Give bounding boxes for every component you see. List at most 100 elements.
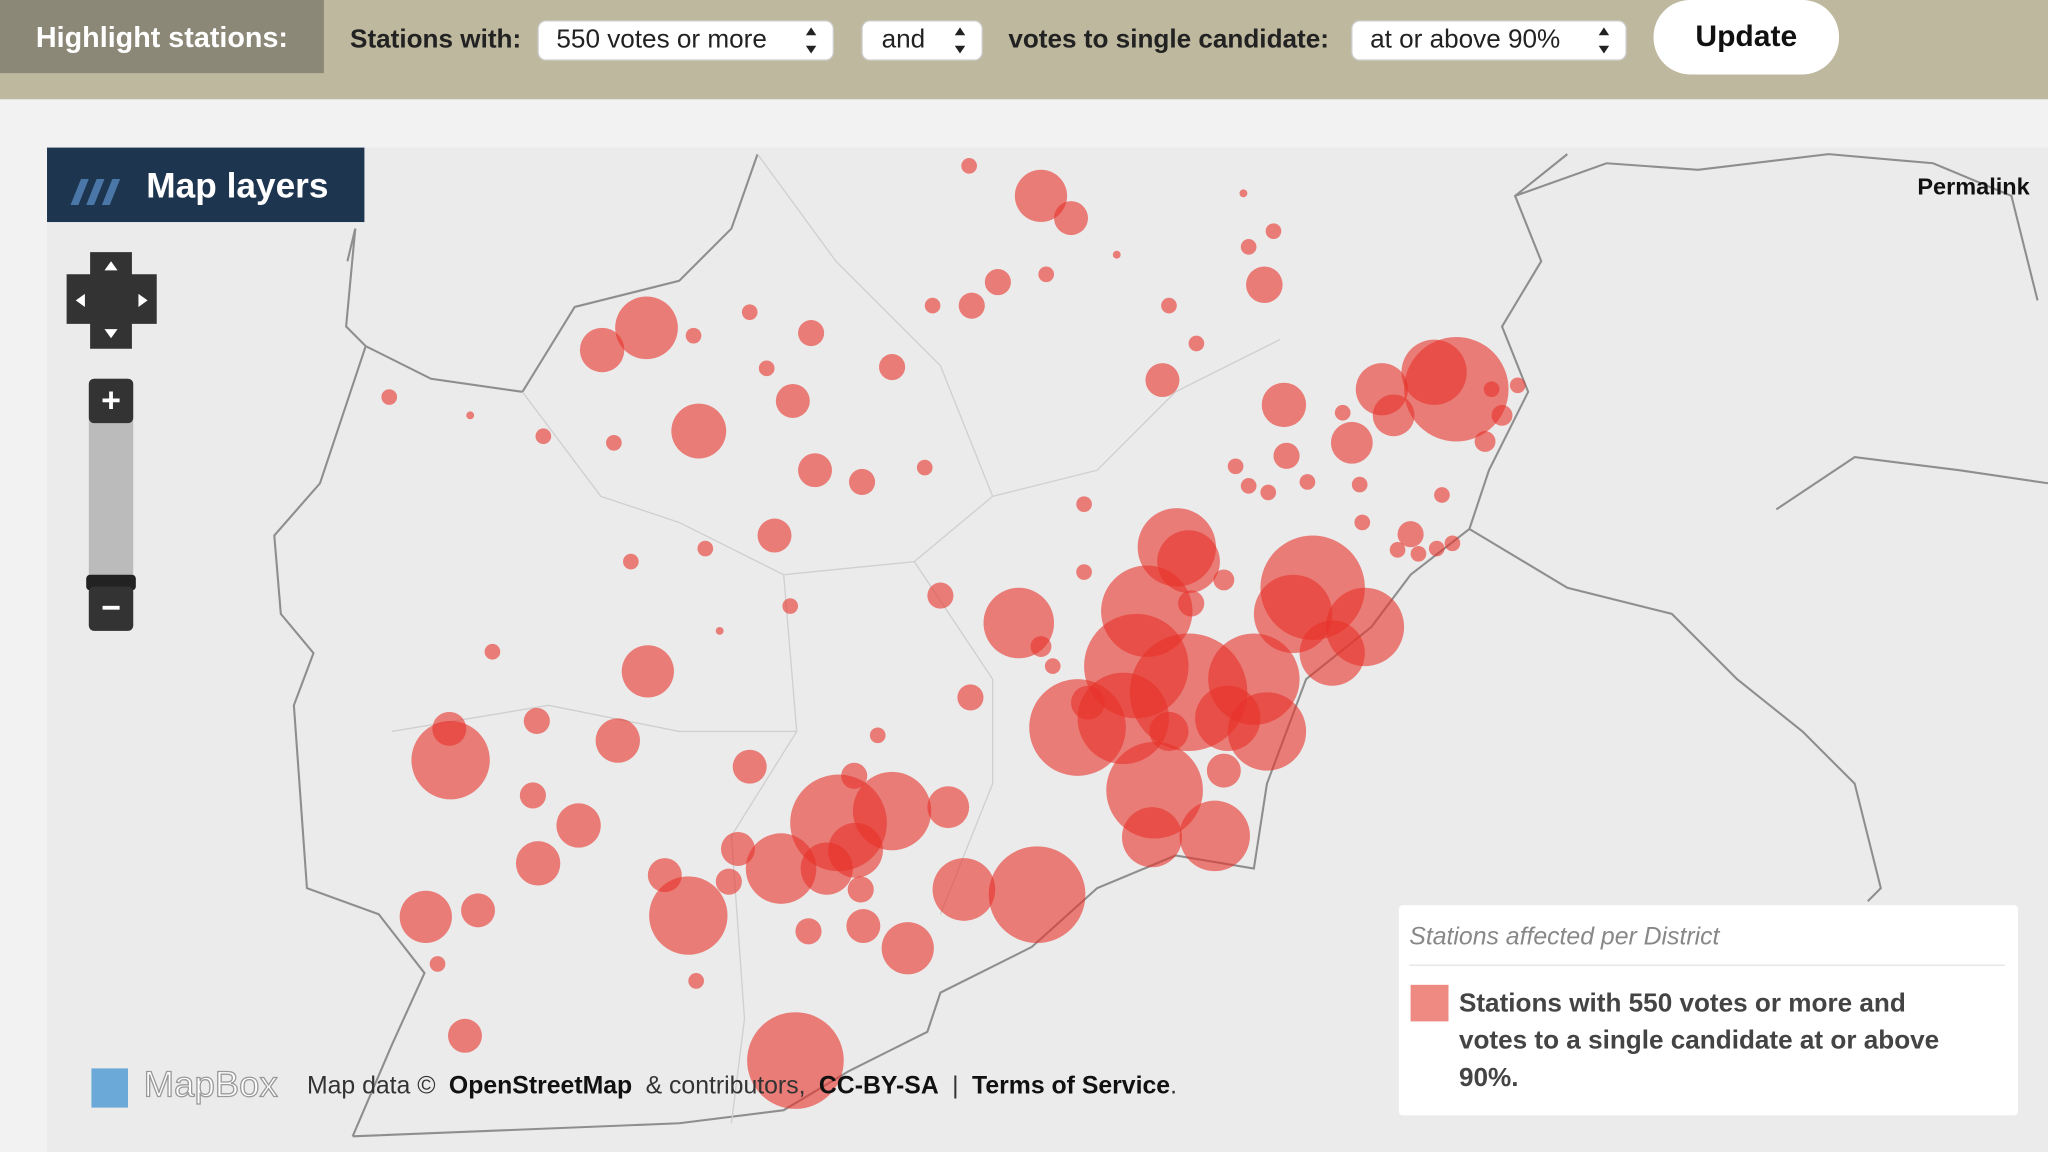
permalink[interactable]: Permalink — [1917, 173, 2030, 199]
station-bubble — [757, 518, 792, 553]
station-bubble — [411, 720, 490, 800]
legend-item-text: Stations with 550 votes or more and — [1459, 987, 1906, 1017]
station-bubble — [846, 909, 881, 944]
zoom-bar[interactable] — [88, 378, 134, 631]
station-bubble — [932, 858, 996, 921]
station-bubble — [606, 434, 622, 451]
pan-control[interactable] — [66, 252, 157, 349]
legend-item-text: 90%. — [1459, 1062, 1519, 1092]
station-bubble — [1044, 658, 1061, 674]
station-bubble — [1330, 421, 1373, 464]
conjunction-select-text[interactable]: and — [882, 23, 926, 53]
station-bubble — [1054, 201, 1088, 236]
station-bubble — [649, 876, 728, 955]
station-bubble — [715, 626, 724, 635]
station-bubble — [466, 411, 475, 420]
zoom-out-text[interactable]: − — [101, 589, 121, 627]
attribution-end: . — [1170, 1072, 1177, 1099]
station-bubble — [1213, 569, 1235, 591]
station-bubble — [1261, 382, 1307, 428]
station-bubble — [1030, 636, 1052, 657]
votes-select[interactable] — [537, 20, 834, 61]
share-select-text[interactable]: at or above 90% — [1370, 23, 1560, 53]
station-bubble — [595, 718, 640, 763]
station-bubble — [879, 353, 906, 381]
select-arrows — [1598, 27, 1610, 54]
station-bubble — [1145, 363, 1180, 398]
station-bubble — [782, 598, 799, 614]
attribution: Map data © OpenStreetMap & contributors,… — [307, 1072, 1177, 1099]
station-bubble — [1240, 239, 1257, 255]
station-bubble — [1509, 377, 1526, 394]
votes-select-text[interactable]: 550 votes or more — [556, 23, 766, 53]
station-bubble — [1474, 431, 1496, 452]
map-layers-text[interactable]: Map layers — [146, 166, 328, 205]
station-bubble — [381, 389, 398, 405]
station-bubble — [775, 384, 810, 418]
station-bubble — [484, 643, 501, 660]
station-bubble — [535, 428, 552, 445]
station-bubble — [1444, 535, 1461, 552]
attribution-prefix: Map data © — [307, 1072, 436, 1099]
station-bubble — [715, 868, 742, 895]
legend-item-text: votes to a single candidate at or above — [1459, 1025, 1939, 1055]
station-bubble — [1299, 474, 1316, 490]
station-bubble — [1227, 458, 1244, 475]
station-bubble — [1265, 223, 1282, 240]
station-bubble — [1428, 540, 1445, 557]
station-bubble — [688, 973, 704, 989]
station-bubble — [448, 1018, 482, 1053]
legend-title: Stations affected per District — [1409, 923, 1720, 950]
zoom-out-button[interactable] — [88, 586, 134, 631]
station-bubble — [1149, 711, 1189, 752]
station-bubble — [1029, 679, 1126, 776]
station-bubble — [1397, 521, 1424, 548]
station-bubble — [615, 296, 678, 360]
station-bubble — [798, 320, 825, 347]
mapbox-logo[interactable]: MapBox — [143, 1063, 278, 1105]
select-arrows — [805, 27, 817, 54]
station-bubble — [697, 540, 714, 557]
station-bubble — [1351, 476, 1368, 493]
station-bubble — [795, 918, 822, 945]
mapbox-icon — [91, 1068, 128, 1108]
attribution-separator: | — [952, 1072, 958, 1099]
toolbar-title-tab — [0, 0, 324, 74]
station-bubble — [685, 327, 702, 344]
station-bubble — [1038, 266, 1055, 283]
conjunction-select[interactable] — [861, 20, 983, 61]
attribution-link[interactable]: Terms of Service — [972, 1072, 1170, 1099]
zoom-in-text[interactable]: + — [101, 381, 121, 419]
station-bubble — [1410, 545, 1427, 562]
station-bubble — [1179, 800, 1250, 872]
station-bubble — [924, 297, 941, 314]
station-bubble — [621, 645, 674, 698]
station-bubble — [1178, 590, 1205, 617]
station-bubble — [1188, 335, 1205, 352]
toolbar-title: Highlight stations: — [36, 22, 288, 54]
station-bubble — [1299, 620, 1365, 686]
station-bubbles — [381, 158, 1526, 1109]
station-bubble — [1404, 336, 1509, 442]
legend-swatch — [1410, 984, 1449, 1022]
update-button[interactable] — [1653, 0, 1840, 75]
station-bubble — [732, 749, 767, 784]
attribution-link[interactable]: OpenStreetMap — [449, 1072, 632, 1099]
update-button-text[interactable]: Update — [1695, 20, 1797, 53]
attribution-link[interactable]: CC-BY-SA — [819, 1072, 939, 1099]
station-bubble — [1239, 189, 1248, 198]
share-select[interactable] — [1351, 20, 1627, 61]
station-bubble — [927, 786, 970, 829]
station-bubble — [984, 269, 1011, 296]
station-bubble — [957, 684, 984, 711]
station-bubble — [1076, 564, 1092, 580]
station-bubble — [745, 833, 817, 904]
station-bubble — [720, 832, 755, 866]
station-bubble — [1483, 381, 1500, 398]
layers-icon — [70, 178, 121, 206]
zoom-in-button[interactable] — [88, 378, 134, 424]
station-bubble — [848, 468, 876, 496]
station-bubble — [1354, 514, 1371, 531]
